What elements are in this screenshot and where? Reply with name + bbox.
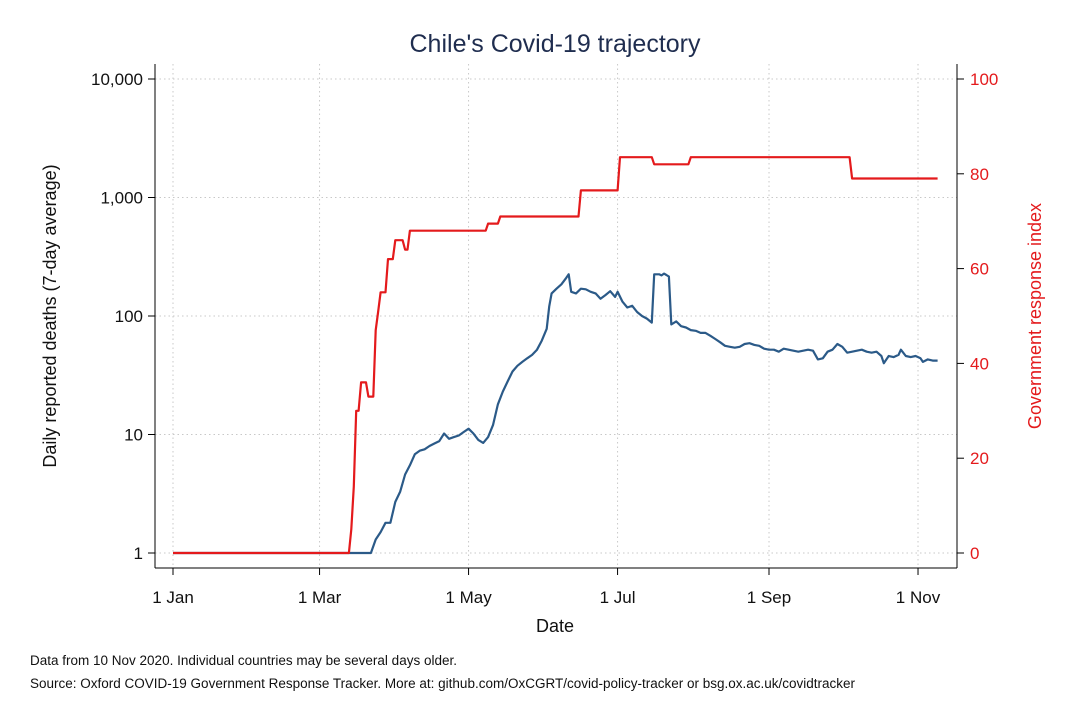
y-left-tick-label: 100 xyxy=(115,307,143,326)
x-tick-label: 1 Jan xyxy=(152,588,194,607)
y-left-tick-label: 1,000 xyxy=(100,189,143,208)
x-axis-title: Date xyxy=(536,616,574,636)
y-right-tick-label: 60 xyxy=(970,260,989,279)
y-right-tick-label: 40 xyxy=(970,354,989,373)
y-left-tick-label: 10,000 xyxy=(91,70,143,89)
y-left-tick-label: 10 xyxy=(124,426,143,445)
x-tick-label: 1 Nov xyxy=(896,588,941,607)
y-right-tick-label: 100 xyxy=(970,70,998,89)
grid xyxy=(155,64,957,568)
x-tick-label: 1 Mar xyxy=(298,588,342,607)
footnote-data-date: Data from 10 Nov 2020. Individual countr… xyxy=(30,653,457,668)
x-tick-label: 1 Jul xyxy=(600,588,636,607)
x-tick-label: 1 May xyxy=(445,588,492,607)
y-axis-left-ticks: 1 10 100 1,000 10,000 xyxy=(91,70,155,563)
x-tick-label: 1 Sep xyxy=(747,588,791,607)
y-left-tick-label: 1 xyxy=(134,544,143,563)
footnote-source: Source: Oxford COVID-19 Government Respo… xyxy=(30,676,856,691)
series-layer xyxy=(173,156,938,555)
y-axis-right-ticks: 0 20 40 60 80 100 xyxy=(957,70,998,563)
y-right-tick-label: 20 xyxy=(970,449,989,468)
y-axis-right-title: Government response index xyxy=(1025,203,1045,429)
series-line-daily-deaths xyxy=(173,272,938,555)
y-right-tick-label: 80 xyxy=(970,165,989,184)
x-axis-ticks: 1 Jan 1 Mar 1 May 1 Jul 1 Sep 1 Nov xyxy=(152,568,941,607)
chart: Chile's Covid-19 trajectory 1101001,0001… xyxy=(40,30,1045,636)
y-right-tick-label: 0 xyxy=(970,544,979,563)
y-axis-left-title: Daily reported deaths (7-day average) xyxy=(40,164,60,467)
series-line-government-response-index xyxy=(173,156,938,555)
chart-title: Chile's Covid-19 trajectory xyxy=(410,30,701,58)
